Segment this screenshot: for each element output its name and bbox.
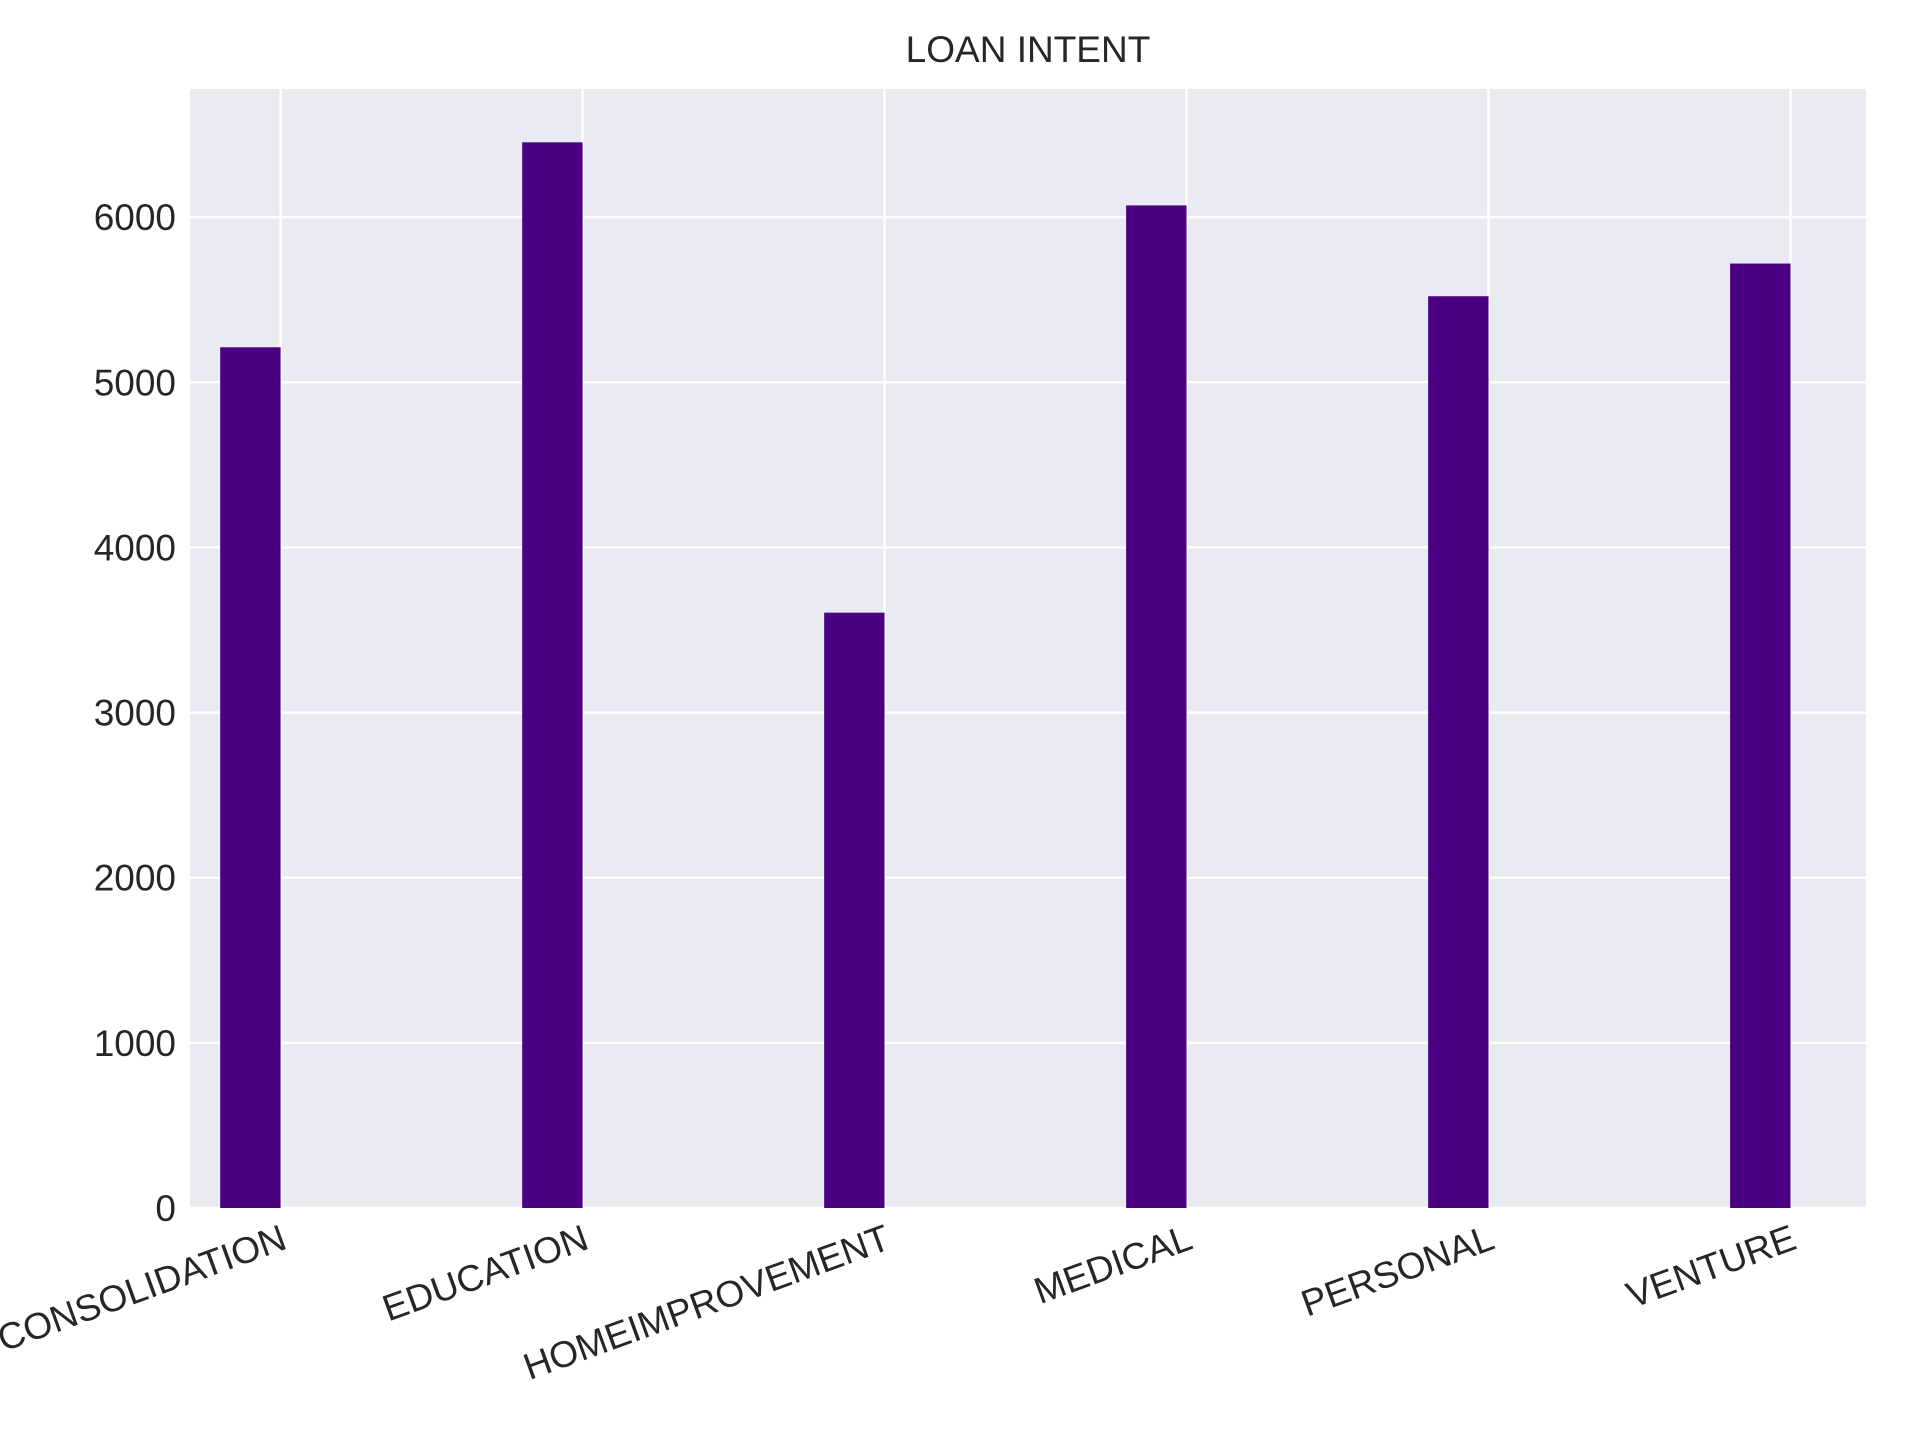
x-tick-label: EDUCATION	[377, 1217, 593, 1329]
bar-personal	[1428, 296, 1489, 1208]
bar-education	[522, 142, 583, 1208]
y-tick-label: 5000	[94, 362, 176, 403]
bar-homeimprovement	[824, 612, 885, 1208]
x-tick-label: DEBTCONSOLIDATION	[0, 1217, 291, 1393]
y-tick-label: 4000	[94, 527, 176, 568]
bar-debtconsolidation	[220, 347, 281, 1208]
bar-medical	[1126, 205, 1187, 1209]
y-tick-label: 1000	[94, 1023, 176, 1064]
x-tick-label: MEDICAL	[1029, 1217, 1198, 1312]
y-tick-label: 2000	[94, 858, 176, 899]
y-tick-label: 0	[155, 1188, 176, 1229]
bar-venture	[1730, 263, 1791, 1208]
plot-background	[190, 89, 1866, 1208]
chart-title: LOAN INTENT	[906, 29, 1151, 70]
plot-area: 0 1000 2000 3000 4000 5000 6000 DEBTCONSOLIDATI…	[0, 89, 1866, 1393]
x-tick-label: VENTURE	[1621, 1217, 1801, 1316]
x-tick-label: PERSONAL	[1296, 1217, 1499, 1324]
y-tick-label: 6000	[94, 197, 176, 238]
y-tick-label: 3000	[94, 693, 176, 734]
